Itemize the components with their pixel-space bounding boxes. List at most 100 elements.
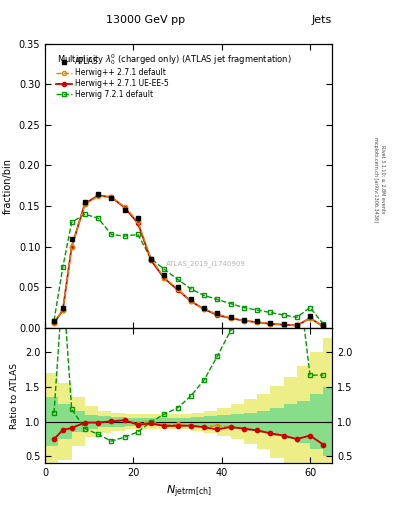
- Herwig 7.2.1 default: [51, 317, 56, 324]
- ATLAS: [294, 322, 299, 328]
- ATLAS: [61, 305, 65, 311]
- Herwig++ 2.7.1 UE-EE-5: [241, 317, 246, 324]
- ATLAS: [109, 195, 114, 201]
- Y-axis label: fraction/bin: fraction/bin: [3, 158, 13, 214]
- Herwig 7.2.1 default: [215, 296, 220, 303]
- Line: ATLAS: ATLAS: [51, 191, 326, 328]
- Herwig++ 2.7.1 default: [281, 322, 286, 328]
- Text: Multiplicity $\lambda_0^0$ (charged only) (ATLAS jet fragmentation): Multiplicity $\lambda_0^0$ (charged only…: [57, 52, 292, 67]
- Herwig++ 2.7.1 UE-EE-5: [83, 201, 87, 207]
- Herwig 7.2.1 default: [61, 264, 65, 270]
- Line: Herwig++ 2.7.1 default: Herwig++ 2.7.1 default: [52, 194, 325, 328]
- Text: ATLAS_2019_I1740909: ATLAS_2019_I1740909: [166, 261, 246, 267]
- ATLAS: [122, 207, 127, 213]
- Herwig++ 2.7.1 UE-EE-5: [149, 258, 154, 264]
- ATLAS: [308, 313, 312, 319]
- ATLAS: [96, 191, 101, 197]
- ATLAS: [241, 317, 246, 323]
- Text: 13000 GeV pp: 13000 GeV pp: [106, 15, 185, 25]
- Herwig 7.2.1 default: [149, 256, 154, 262]
- Herwig++ 2.7.1 default: [61, 307, 65, 313]
- Herwig++ 2.7.1 UE-EE-5: [122, 205, 127, 211]
- ATLAS: [136, 215, 140, 221]
- ATLAS: [149, 256, 154, 262]
- Herwig++ 2.7.1 UE-EE-5: [189, 298, 193, 304]
- ATLAS: [189, 296, 193, 303]
- Herwig++ 2.7.1 default: [308, 315, 312, 321]
- Herwig++ 2.7.1 default: [149, 256, 154, 262]
- Y-axis label: Ratio to ATLAS: Ratio to ATLAS: [10, 362, 19, 429]
- Herwig 7.2.1 default: [136, 231, 140, 238]
- Line: Herwig 7.2.1 default: Herwig 7.2.1 default: [52, 212, 325, 326]
- Herwig++ 2.7.1 default: [241, 317, 246, 324]
- ATLAS: [255, 318, 259, 325]
- Herwig 7.2.1 default: [294, 314, 299, 321]
- Herwig++ 2.7.1 default: [202, 306, 206, 312]
- Herwig++ 2.7.1 default: [175, 286, 180, 292]
- Herwig++ 2.7.1 UE-EE-5: [69, 244, 74, 250]
- Herwig 7.2.1 default: [228, 301, 233, 307]
- Herwig++ 2.7.1 UE-EE-5: [294, 323, 299, 329]
- Line: Herwig++ 2.7.1 UE-EE-5: Herwig++ 2.7.1 UE-EE-5: [52, 194, 325, 328]
- Herwig 7.2.1 default: [96, 215, 101, 221]
- Herwig++ 2.7.1 default: [162, 274, 167, 281]
- Herwig 7.2.1 default: [69, 219, 74, 225]
- Herwig++ 2.7.1 default: [122, 204, 127, 210]
- Text: mcplots.cern.ch [arXiv:1306.3436]: mcplots.cern.ch [arXiv:1306.3436]: [373, 137, 378, 222]
- ATLAS: [51, 318, 56, 325]
- ATLAS: [175, 284, 180, 290]
- Herwig 7.2.1 default: [321, 321, 326, 327]
- Herwig 7.2.1 default: [189, 286, 193, 292]
- Legend: ATLAS, Herwig++ 2.7.1 default, Herwig++ 2.7.1 UE-EE-5, Herwig 7.2.1 default: ATLAS, Herwig++ 2.7.1 default, Herwig++ …: [55, 56, 170, 101]
- Herwig++ 2.7.1 UE-EE-5: [202, 306, 206, 312]
- Herwig++ 2.7.1 default: [294, 323, 299, 329]
- Herwig++ 2.7.1 default: [255, 319, 259, 325]
- Herwig++ 2.7.1 UE-EE-5: [175, 287, 180, 293]
- Herwig 7.2.1 default: [281, 312, 286, 318]
- Herwig 7.2.1 default: [202, 292, 206, 298]
- X-axis label: $N_{\mathrm{jetrm[ch]}}$: $N_{\mathrm{jetrm[ch]}}$: [166, 484, 211, 500]
- Herwig++ 2.7.1 default: [136, 219, 140, 225]
- ATLAS: [321, 323, 326, 329]
- Herwig 7.2.1 default: [162, 266, 167, 272]
- Herwig++ 2.7.1 UE-EE-5: [215, 312, 220, 318]
- Herwig++ 2.7.1 UE-EE-5: [51, 320, 56, 326]
- Herwig++ 2.7.1 UE-EE-5: [308, 315, 312, 321]
- Herwig++ 2.7.1 UE-EE-5: [61, 307, 65, 313]
- Herwig++ 2.7.1 UE-EE-5: [96, 193, 101, 199]
- Herwig++ 2.7.1 UE-EE-5: [228, 315, 233, 321]
- Herwig++ 2.7.1 default: [83, 201, 87, 207]
- Herwig 7.2.1 default: [175, 276, 180, 282]
- Herwig 7.2.1 default: [241, 305, 246, 311]
- Herwig++ 2.7.1 UE-EE-5: [109, 194, 114, 200]
- ATLAS: [83, 199, 87, 205]
- Herwig++ 2.7.1 default: [96, 193, 101, 199]
- Herwig 7.2.1 default: [122, 233, 127, 239]
- Herwig 7.2.1 default: [109, 231, 114, 238]
- Herwig++ 2.7.1 default: [215, 311, 220, 317]
- ATLAS: [268, 320, 273, 326]
- Herwig++ 2.7.1 default: [189, 298, 193, 304]
- Herwig++ 2.7.1 UE-EE-5: [268, 321, 273, 327]
- Herwig 7.2.1 default: [255, 307, 259, 313]
- ATLAS: [281, 321, 286, 327]
- Herwig++ 2.7.1 UE-EE-5: [321, 323, 326, 329]
- ATLAS: [69, 236, 74, 242]
- Herwig++ 2.7.1 UE-EE-5: [136, 220, 140, 226]
- Herwig++ 2.7.1 UE-EE-5: [162, 275, 167, 282]
- Herwig++ 2.7.1 default: [69, 244, 74, 250]
- ATLAS: [228, 314, 233, 321]
- Herwig 7.2.1 default: [83, 211, 87, 217]
- ATLAS: [202, 305, 206, 311]
- Herwig 7.2.1 default: [308, 305, 312, 311]
- Text: Jets: Jets: [312, 15, 332, 25]
- Herwig++ 2.7.1 default: [109, 194, 114, 200]
- Text: Rivet 3.1.10; ≥ 2.8M events: Rivet 3.1.10; ≥ 2.8M events: [381, 145, 386, 214]
- ATLAS: [162, 272, 167, 278]
- Herwig++ 2.7.1 UE-EE-5: [255, 319, 259, 325]
- Herwig++ 2.7.1 default: [268, 321, 273, 327]
- Herwig++ 2.7.1 default: [321, 323, 326, 329]
- Herwig 7.2.1 default: [268, 309, 273, 315]
- Herwig++ 2.7.1 default: [51, 320, 56, 326]
- ATLAS: [215, 310, 220, 316]
